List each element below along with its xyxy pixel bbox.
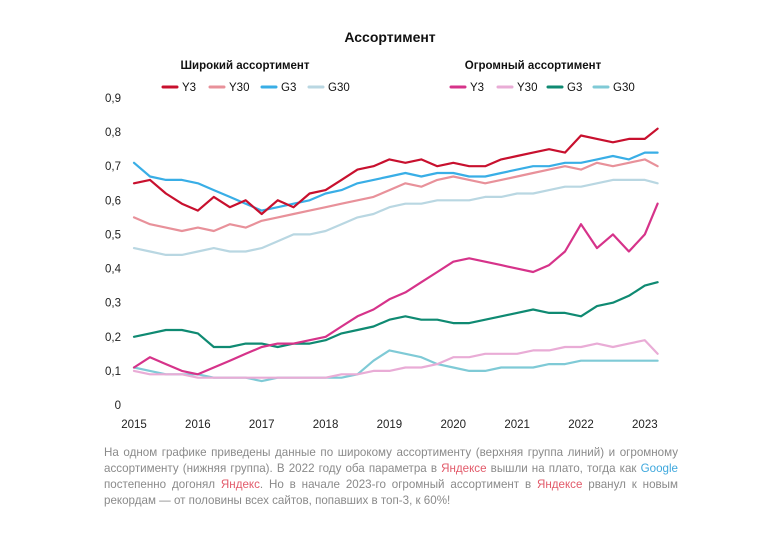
y-tick-label: 0,7 bbox=[105, 161, 121, 173]
y-tick-label: 0,2 bbox=[105, 332, 121, 344]
caption-yandex-3: Яндексе bbox=[536, 478, 583, 491]
caption-yandex-2: Яндекс bbox=[220, 478, 260, 491]
series-line-wide-g30 bbox=[132, 178, 659, 256]
caption-part-5: рванул к новым рекордам — от половины вс… bbox=[104, 478, 678, 507]
series-line-huge-y3 bbox=[132, 202, 659, 376]
x-tick-label: 2018 bbox=[313, 419, 339, 431]
group-label-wide: Широкий ассортимент bbox=[180, 60, 309, 72]
y-tick-label: 0,9 bbox=[105, 93, 121, 105]
y-tick-label: 0,4 bbox=[105, 264, 122, 276]
caption-part-2: вышли на плато, тогда как bbox=[486, 462, 641, 475]
legend-label-g3: G3 bbox=[281, 82, 296, 94]
caption-google: Google bbox=[640, 462, 678, 475]
series-line-huge-g30 bbox=[132, 349, 659, 383]
caption-part-3: постепенно догонял bbox=[104, 478, 221, 491]
chart-caption: На одном графике приведены данные по шир… bbox=[104, 445, 678, 509]
series-line-wide-g3 bbox=[132, 151, 659, 212]
x-tick-label: 2022 bbox=[568, 419, 594, 431]
y-tick-label: 0,3 bbox=[105, 298, 121, 310]
x-tick-label: 2021 bbox=[504, 419, 530, 431]
plot-area bbox=[132, 127, 659, 383]
x-tick-label: 2015 bbox=[121, 419, 147, 431]
x-axis: 2015 2016 2017 2018 2019 2020 2021 2022 2023 bbox=[121, 419, 657, 431]
legend-label-y3: Y3 bbox=[470, 82, 484, 94]
x-tick-label: 2020 bbox=[440, 419, 466, 431]
x-tick-label: 2019 bbox=[377, 419, 403, 431]
legend-label-y3: Y3 bbox=[182, 82, 196, 94]
legend: Y3 Y30 G3 G30 Y3 Y30 G3 G30 bbox=[161, 82, 635, 94]
caption-yandex-1: Яндексе bbox=[441, 462, 487, 475]
series-line-wide-y30 bbox=[132, 158, 659, 233]
legend-label-y30: Y30 bbox=[229, 82, 249, 94]
series-line-wide-y3 bbox=[132, 127, 659, 216]
x-tick-label: 2017 bbox=[249, 419, 275, 431]
caption-part-4: . Но в начале 2023-го огромный ассортиме… bbox=[259, 478, 537, 491]
legend-label-g30: G30 bbox=[613, 82, 635, 94]
series-line-huge-y30 bbox=[132, 339, 659, 379]
group-label-huge: Огромный ассортимент bbox=[465, 60, 602, 72]
x-tick-label: 2016 bbox=[185, 419, 211, 431]
x-tick-label: 2023 bbox=[632, 419, 658, 431]
y-tick-label: 0,1 bbox=[105, 366, 121, 378]
assortment-chart: Ассортимент Широкий ассортимент Огромный… bbox=[105, 29, 659, 431]
series-line-huge-g3 bbox=[132, 281, 659, 349]
legend-label-g30: G30 bbox=[328, 82, 350, 94]
y-tick-label: 0,6 bbox=[105, 195, 121, 207]
y-axis: 0 0,1 0,2 0,3 0,4 0,5 0,6 0,7 0,8 0,9 bbox=[105, 93, 122, 412]
legend-label-g3: G3 bbox=[567, 82, 582, 94]
y-tick-label: 0,5 bbox=[105, 229, 121, 241]
legend-label-y30: Y30 bbox=[517, 82, 537, 94]
y-tick-label: 0 bbox=[115, 400, 121, 412]
y-tick-label: 0,8 bbox=[105, 127, 121, 139]
caption-part-1: На одном графике приведены данные по шир… bbox=[104, 446, 678, 475]
chart-title: Ассортимент bbox=[344, 29, 435, 45]
